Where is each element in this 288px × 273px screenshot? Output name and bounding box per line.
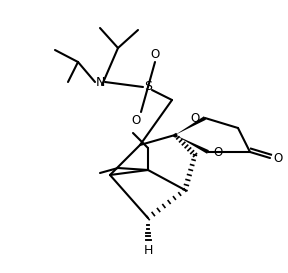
Text: O: O [190, 111, 200, 124]
Text: O: O [150, 48, 160, 61]
Text: O: O [131, 114, 141, 126]
Text: O: O [213, 146, 223, 159]
Text: O: O [273, 152, 283, 165]
Polygon shape [175, 135, 209, 154]
Polygon shape [175, 116, 206, 135]
Text: N: N [95, 76, 105, 88]
Text: S: S [144, 81, 152, 93]
Text: H: H [143, 244, 153, 257]
